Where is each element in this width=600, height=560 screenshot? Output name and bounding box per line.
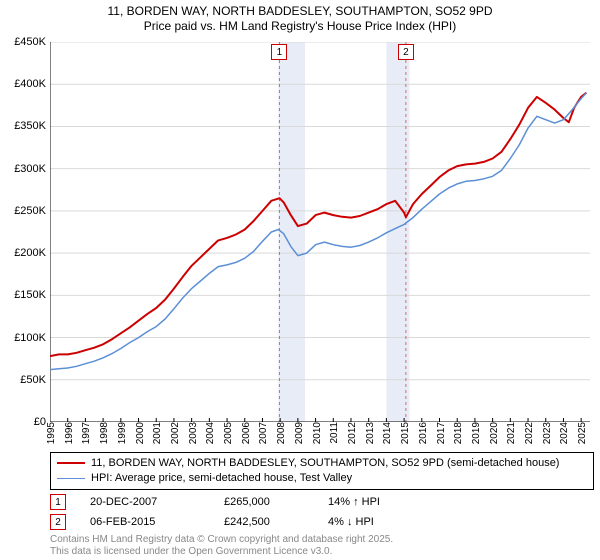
y-axis-ticks: £0£50K£100K£150K£200K£250K£300K£350K£400… (0, 42, 48, 422)
x-tick-label: 2003 (188, 422, 199, 444)
y-tick-label: £350K (14, 120, 46, 132)
y-tick-label: £300K (14, 163, 46, 175)
title-line2: Price paid vs. HM Land Registry's House … (0, 19, 600, 34)
x-tick-label: 2011 (329, 422, 340, 444)
attribution-line1: Contains HM Land Registry data © Crown c… (50, 534, 393, 546)
x-tick-label: 2013 (365, 422, 376, 444)
x-tick-label: 2020 (489, 422, 500, 444)
x-tick-label: 2001 (152, 422, 163, 444)
event-marker-2-num: 2 (55, 517, 61, 528)
x-tick-label: 2019 (471, 422, 482, 444)
legend-row-series-1: 11, BORDEN WAY, NORTH BADDESLEY, SOUTHAM… (57, 456, 587, 471)
x-tick-label: 2022 (524, 422, 535, 444)
y-tick-label: £150K (14, 289, 46, 301)
x-tick-label: 2002 (170, 422, 181, 444)
x-tick-label: 2008 (276, 422, 287, 444)
x-tick-label: 2000 (135, 422, 146, 444)
plot-event-marker-2: 2 (398, 44, 414, 60)
plot-area: 12 (50, 42, 590, 422)
event-date-1: 20-DEC-2007 (90, 496, 200, 508)
x-tick-label: 2014 (382, 422, 393, 444)
events-area: 1 20-DEC-2007 £265,000 14% ↑ HPI 2 06-FE… (50, 494, 590, 534)
attribution: Contains HM Land Registry data © Crown c… (50, 534, 393, 557)
y-tick-label: £200K (14, 247, 46, 259)
legend-swatch-2 (57, 478, 85, 479)
event-row-1: 1 20-DEC-2007 £265,000 14% ↑ HPI (50, 494, 590, 510)
y-tick-label: £250K (14, 205, 46, 217)
event-marker-2: 2 (50, 514, 66, 530)
title-block: 11, BORDEN WAY, NORTH BADDESLEY, SOUTHAM… (0, 0, 600, 34)
x-tick-label: 2005 (223, 422, 234, 444)
title-line1: 11, BORDEN WAY, NORTH BADDESLEY, SOUTHAM… (0, 4, 600, 19)
x-tick-label: 1999 (117, 422, 128, 444)
x-tick-label: 2021 (506, 422, 517, 444)
legend-label-2: HPI: Average price, semi-detached house,… (91, 471, 352, 486)
chart-container: 11, BORDEN WAY, NORTH BADDESLEY, SOUTHAM… (0, 0, 600, 560)
event-price-2: £242,500 (224, 516, 304, 528)
y-tick-label: £400K (14, 78, 46, 90)
y-tick-label: £450K (14, 36, 46, 48)
x-tick-label: 2025 (577, 422, 588, 444)
x-tick-label: 2009 (294, 422, 305, 444)
x-tick-label: 2024 (559, 422, 570, 444)
legend-label-1: 11, BORDEN WAY, NORTH BADDESLEY, SOUTHAM… (91, 456, 559, 471)
y-tick-label: £100K (14, 332, 46, 344)
x-tick-label: 2007 (258, 422, 269, 444)
y-tick-label: £0 (34, 416, 46, 428)
x-tick-label: 1998 (99, 422, 110, 444)
x-tick-label: 2023 (542, 422, 553, 444)
event-date-2: 06-FEB-2015 (90, 516, 200, 528)
x-axis-ticks: 1995199619971998199920002001200220032004… (50, 422, 590, 450)
x-tick-label: 2012 (347, 422, 358, 444)
event-note-2: 4% ↓ HPI (328, 516, 590, 528)
x-tick-label: 2015 (400, 422, 411, 444)
x-tick-label: 2004 (205, 422, 216, 444)
y-tick-label: £50K (20, 374, 46, 386)
x-tick-label: 1995 (46, 422, 57, 444)
x-tick-label: 1996 (64, 422, 75, 444)
event-marker-1-num: 1 (55, 497, 61, 508)
event-marker-1: 1 (50, 494, 66, 510)
x-tick-label: 2010 (312, 422, 323, 444)
attribution-line2: This data is licensed under the Open Gov… (50, 546, 393, 558)
x-tick-label: 2017 (436, 422, 447, 444)
x-tick-label: 2006 (241, 422, 252, 444)
x-tick-label: 1997 (81, 422, 92, 444)
legend-swatch-1 (57, 462, 85, 464)
event-note-1: 14% ↑ HPI (328, 496, 590, 508)
plot-svg (50, 42, 590, 422)
event-row-2: 2 06-FEB-2015 £242,500 4% ↓ HPI (50, 514, 590, 530)
plot-event-marker-1: 1 (271, 44, 287, 60)
legend-row-series-2: HPI: Average price, semi-detached house,… (57, 471, 587, 486)
legend-box: 11, BORDEN WAY, NORTH BADDESLEY, SOUTHAM… (50, 452, 594, 490)
event-price-1: £265,000 (224, 496, 304, 508)
x-tick-label: 2018 (453, 422, 464, 444)
x-tick-label: 2016 (418, 422, 429, 444)
